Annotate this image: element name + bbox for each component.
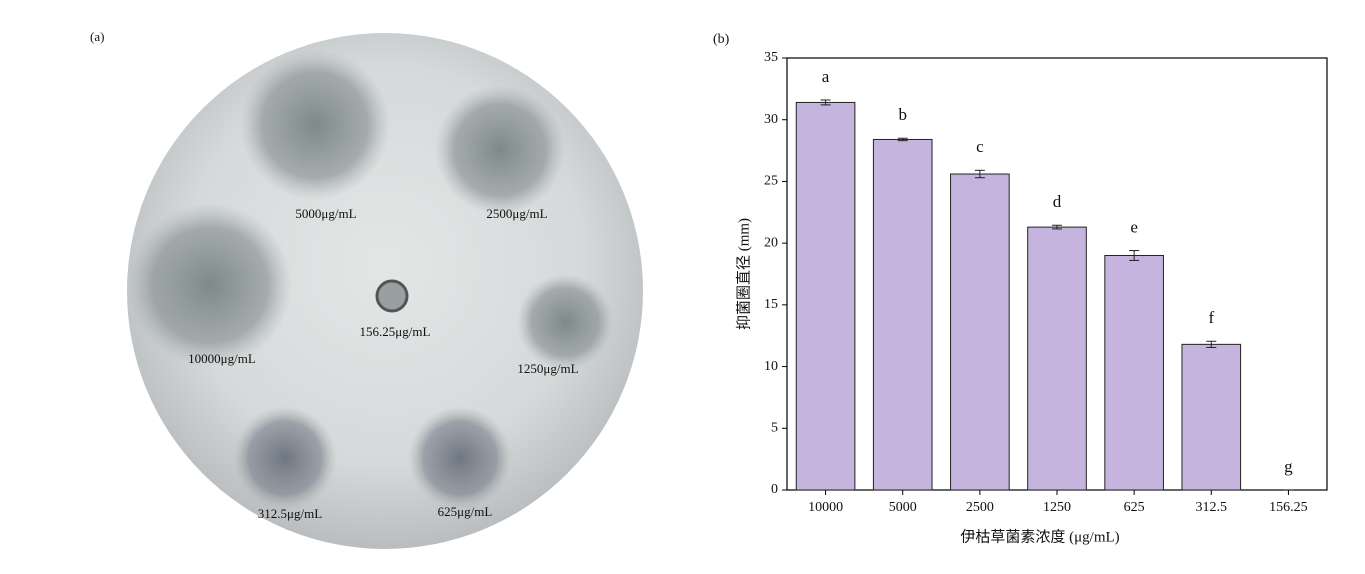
spot-label: 10000μg/mL xyxy=(188,351,256,366)
x-axis-label: 伊枯草菌素浓度 (μg/mL) xyxy=(960,528,1119,545)
y-tick-label: 20 xyxy=(764,235,778,250)
spot-label: 312.5μg/mL xyxy=(258,506,322,521)
bar xyxy=(950,173,1010,491)
y-axis-label: 抑菌圈直径 (mm) xyxy=(735,218,752,330)
plate-photo: (a) 5000μg/mL 2500μg/mL 156.25μg/mL 10000μg… xyxy=(90,29,643,549)
bar xyxy=(1181,343,1242,491)
y-tick-label: 15 xyxy=(764,297,778,312)
significance-letter: b xyxy=(898,105,907,124)
significance-letter: e xyxy=(1130,217,1138,236)
y-tick-label: 0 xyxy=(771,482,778,497)
panel-label: (b) xyxy=(713,32,730,47)
bar xyxy=(795,101,856,491)
inhibition-zone xyxy=(240,50,390,200)
significance-letter: d xyxy=(1053,192,1062,211)
spot-label: 5000μg/mL xyxy=(295,206,356,221)
significance-letter: c xyxy=(976,137,984,156)
panel-label: (a) xyxy=(90,29,104,44)
significance-letter: a xyxy=(822,67,830,86)
x-tick-label: 1250 xyxy=(1043,500,1071,515)
y-tick-label: 5 xyxy=(771,421,778,436)
inhibition-zone xyxy=(517,274,613,370)
significance-letter: f xyxy=(1208,308,1214,327)
significance-letter: g xyxy=(1284,457,1293,476)
x-tick-label: 10000 xyxy=(808,500,843,515)
inhibition-zone xyxy=(435,85,565,215)
y-tick-label: 25 xyxy=(764,174,778,189)
y-tick-label: 35 xyxy=(764,50,778,65)
inhibition-zone xyxy=(408,406,512,510)
bar xyxy=(872,138,933,491)
y-tick-label: 10 xyxy=(764,359,778,374)
spot-label: 625μg/mL xyxy=(438,504,493,519)
spot-label: 2500μg/mL xyxy=(486,206,547,221)
y-tick-label: 30 xyxy=(764,112,778,127)
bar xyxy=(1104,254,1164,491)
bar xyxy=(1027,226,1087,491)
well xyxy=(375,279,409,313)
x-tick-label: 5000 xyxy=(889,500,917,515)
x-tick-label: 156.25 xyxy=(1269,500,1308,515)
x-tick-label: 625 xyxy=(1124,500,1145,515)
spot-label: 156.25μg/mL xyxy=(360,324,431,339)
x-tick-label: 2500 xyxy=(966,500,994,515)
inhibition-zone xyxy=(233,406,337,510)
inhibition-zone xyxy=(128,203,292,367)
spot-label: 1250μg/mL xyxy=(517,361,578,376)
x-tick-label: 312.5 xyxy=(1196,500,1228,515)
